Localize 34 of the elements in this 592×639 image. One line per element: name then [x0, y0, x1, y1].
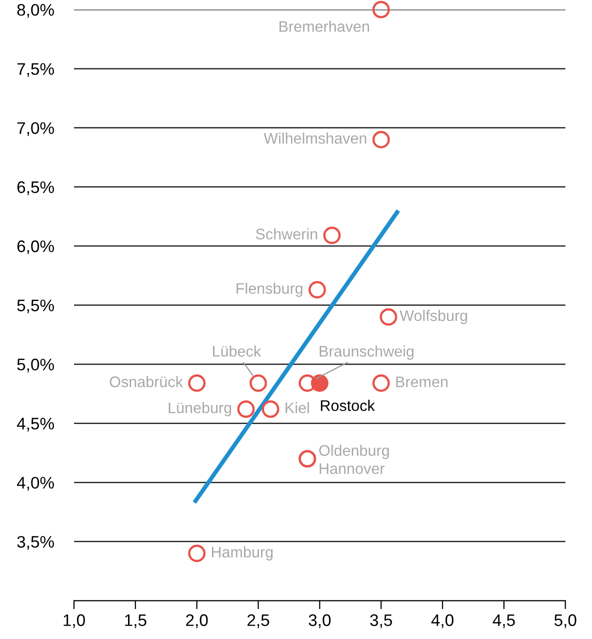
annotation: Wolfsburg	[400, 310, 468, 324]
x-tick-label: 1,5	[125, 614, 146, 628]
annotation: Bremen	[396, 376, 448, 388]
annotation: Lüneburg	[168, 402, 232, 416]
annotation: Braunschweig	[320, 345, 414, 360]
annotation: Kiel	[286, 402, 309, 414]
annotation: Lübeck	[213, 345, 262, 357]
x-tick-label: 2,0	[186, 614, 208, 628]
annotation: Flensburg	[236, 282, 302, 297]
y-tick-label: 7,0%	[17, 122, 54, 136]
y-tick-label: 5,0%	[17, 358, 54, 372]
x-tick-label: 5,0	[554, 614, 576, 628]
y-tick-label: 8,0%	[17, 4, 54, 18]
x-tick-label: 1,0	[64, 614, 85, 628]
x-tick-label: 3,0	[308, 614, 331, 628]
annotation: Osnabrück	[110, 376, 183, 388]
y-tick-label: 5,5%	[17, 300, 54, 314]
annotation: Oldenburg	[319, 444, 389, 459]
annotation: Hannover	[320, 463, 384, 474]
y-tick-label: 4,5%	[16, 418, 54, 432]
y-tick-label: 6,5%	[17, 181, 54, 196]
annotation: Hamburg	[212, 546, 273, 560]
annotation: Bremerhaven	[280, 20, 370, 32]
y-tick-label: 7,5%	[17, 63, 54, 77]
x-tick-label: 2,5	[248, 614, 270, 628]
x-tick-label: 3,5	[370, 614, 392, 628]
y-tick-label: 4,0%	[16, 476, 54, 491]
annotation: Wilhelmshaven	[264, 132, 366, 144]
y-tick-label: 3,5%	[17, 536, 54, 550]
annotation: Schwerin	[256, 228, 318, 240]
x-tick-label: 4,0	[431, 614, 454, 628]
series-label: Rostock	[320, 400, 375, 412]
y-tick-label: 6,0%	[17, 240, 54, 254]
x-tick-label: 4,5	[492, 614, 515, 628]
